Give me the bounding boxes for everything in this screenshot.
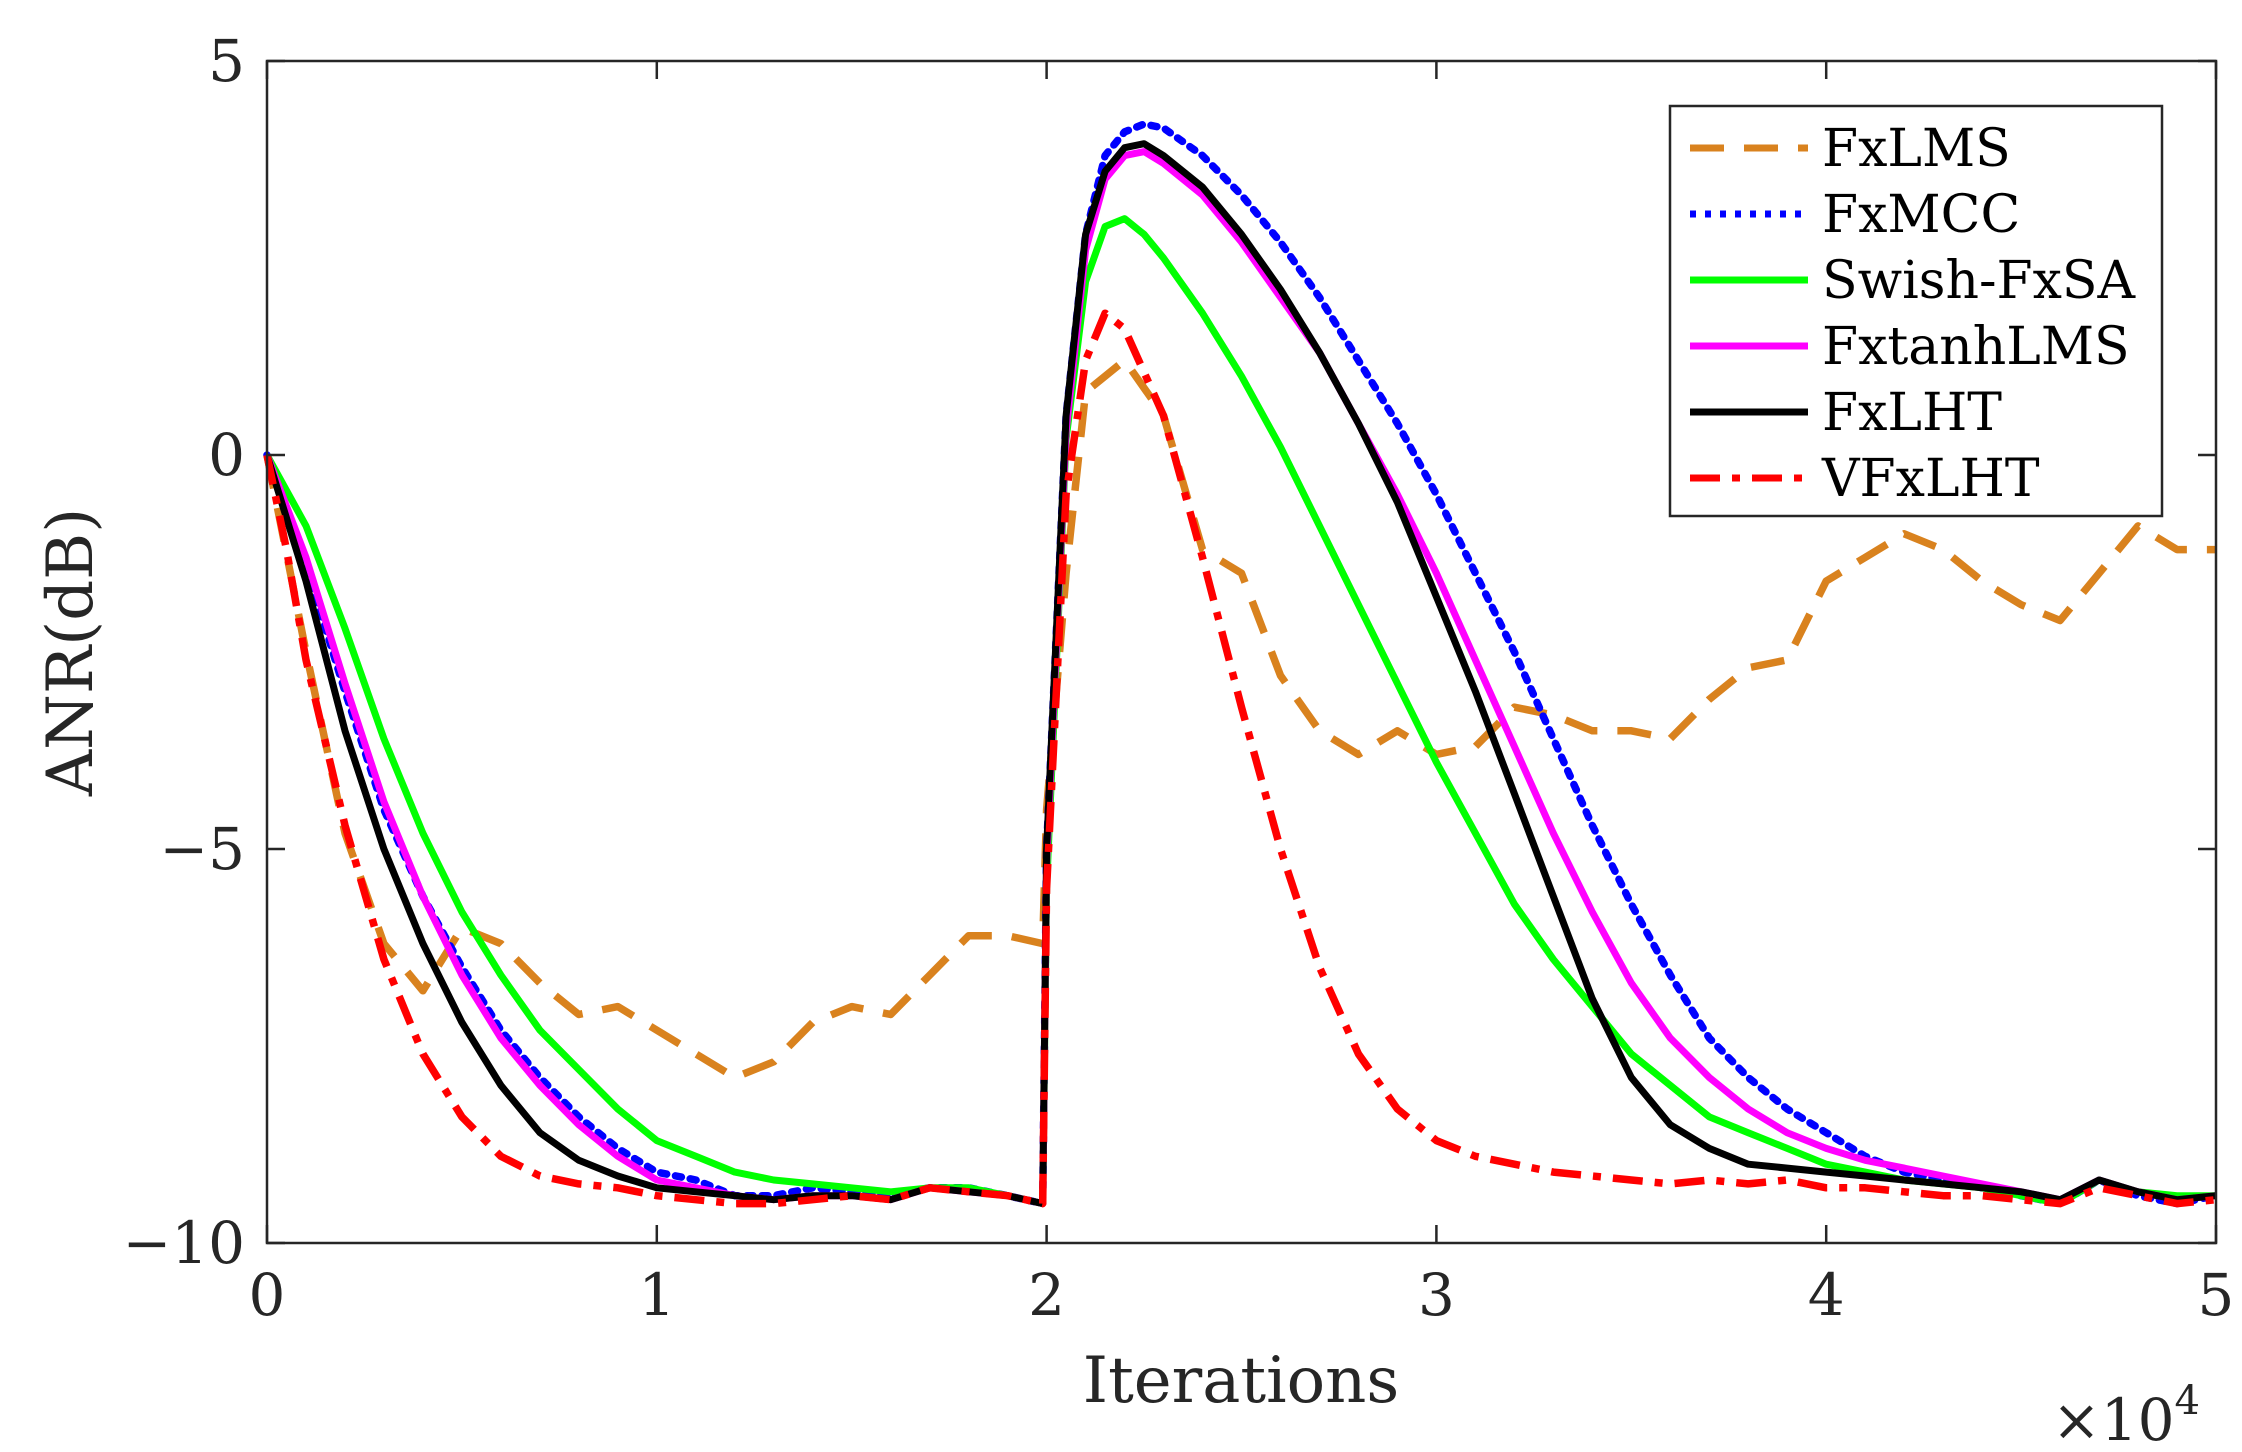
series-line-swish-fxsa <box>263 215 2216 1208</box>
x-axis-multiplier: ×104 <box>2052 1378 2200 1452</box>
y-tick-label: 5 <box>208 27 245 95</box>
x-axis-label: Iterations <box>1083 1344 1399 1418</box>
x-tick-label: 3 <box>1418 1261 1455 1329</box>
legend-label-fxtanhlms: FxtanhLMS <box>1822 317 2130 377</box>
legend-label-fxlms: FxLMS <box>1822 119 2011 179</box>
legend-label-fxmcc: FxMCC <box>1822 185 2020 245</box>
y-tick-label: −5 <box>160 815 246 883</box>
legend-label-vfxlht: VFxLHT <box>1821 449 2040 509</box>
x-tick-label: 5 <box>2198 1261 2235 1329</box>
legend-box <box>1668 104 2164 518</box>
plot-area-frame <box>265 59 2218 1245</box>
series-line-fxtanhlms <box>263 148 2217 1208</box>
x-tick-label: 4 <box>1808 1261 1845 1329</box>
x-tick-label: 0 <box>249 1261 286 1329</box>
y-tick-label: −10 <box>123 1209 245 1277</box>
x-axis-multiplier-exponent: 4 <box>2175 1378 2200 1424</box>
y-tick-label: 0 <box>208 421 245 489</box>
series-line-fxlht <box>263 140 2217 1208</box>
x-axis-multiplier-base: ×10 <box>2052 1386 2174 1452</box>
legend-label-fxlht: FxLHT <box>1822 383 2002 443</box>
axis-layer: 0 1 2 3 4 5 −10 −5 0 5 <box>123 27 2235 1329</box>
series-line-fxmcc <box>263 120 2220 1208</box>
x-tick-label: 2 <box>1028 1261 1065 1329</box>
x-tick-label: 1 <box>638 1261 675 1329</box>
y-axis-label: ANR(dB) <box>34 508 108 797</box>
series-layer <box>263 120 2220 1208</box>
legend-label-swish-fxsa: Swish-FxSA <box>1822 251 2137 311</box>
series-line-fxlms <box>263 356 2216 1082</box>
series-line-vfxlht <box>263 309 2217 1208</box>
